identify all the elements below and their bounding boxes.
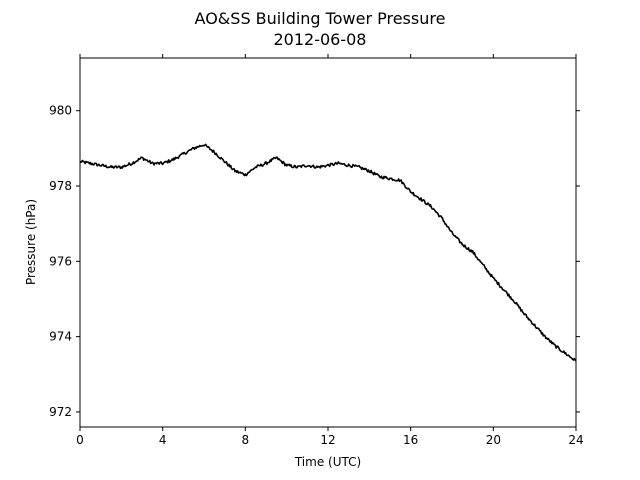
- chart-title: AO&SS Building Tower Pressure: [195, 9, 446, 28]
- x-tick-label: 20: [486, 433, 501, 447]
- x-tick-label: 16: [403, 433, 418, 447]
- x-tick-label: 4: [159, 433, 167, 447]
- y-tick-label: 980: [49, 104, 72, 118]
- plot-frame: [79, 57, 577, 428]
- x-tick-label: 24: [568, 433, 583, 447]
- y-axis-label: Pressure (hPa): [24, 199, 38, 285]
- y-tick-label: 974: [49, 330, 72, 344]
- y-tick-label: 976: [49, 254, 72, 268]
- y-tick-label: 972: [49, 405, 72, 419]
- axis-ticks: [76, 54, 580, 431]
- x-tick-label: 12: [320, 433, 335, 447]
- pressure-series-line: [79, 143, 577, 362]
- y-tick-label: 978: [49, 179, 72, 193]
- x-tick-label: 8: [242, 433, 250, 447]
- chart-subtitle: 2012-06-08: [274, 30, 367, 49]
- x-tick-label: 0: [76, 433, 84, 447]
- x-axis-label: Time (UTC): [294, 455, 361, 469]
- axis-tick-labels: 0 4 8 12 16 20 24 972 974 976 978 980: [49, 104, 584, 447]
